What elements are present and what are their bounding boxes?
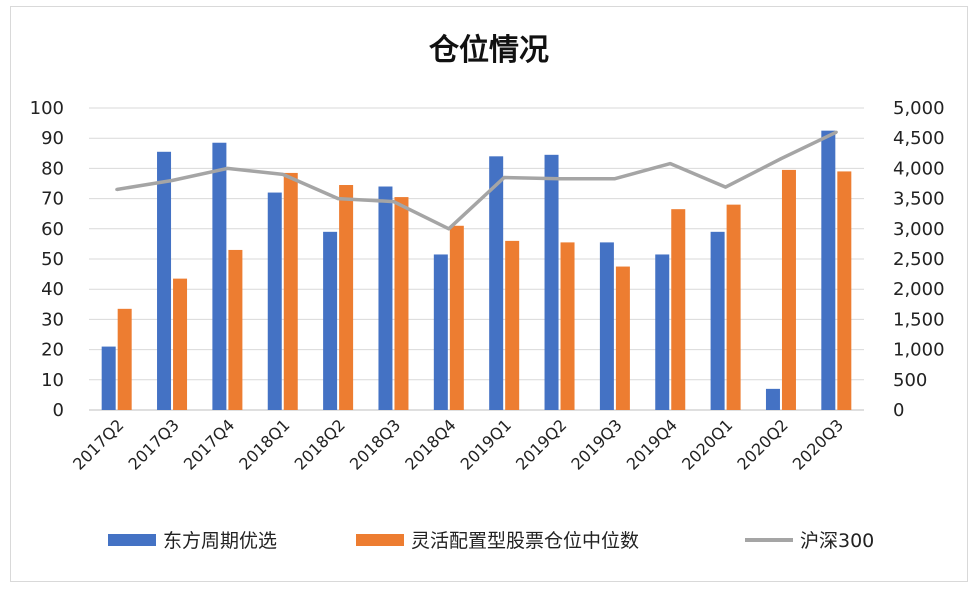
x-tick-label: 2020Q3 xyxy=(789,415,847,473)
legend-label: 沪深300 xyxy=(800,530,874,552)
bar-median-2017Q3 xyxy=(173,278,188,410)
bar-median-2018Q1 xyxy=(283,172,298,410)
line-point-2019Q3 xyxy=(613,177,617,181)
y-left-tick-label: 30 xyxy=(41,309,64,330)
bar-median-2019Q2 xyxy=(560,242,575,410)
bar-median-2019Q1 xyxy=(505,240,520,410)
bar-fund-2018Q1 xyxy=(267,192,282,410)
line-point-2017Q4 xyxy=(225,166,229,170)
bar-fund-2020Q3 xyxy=(821,130,836,410)
y-left-tick-label: 40 xyxy=(41,279,64,300)
y-right-tick-label: 4,000 xyxy=(893,158,945,179)
bar-fund-2018Q4 xyxy=(433,254,448,410)
bar-median-2019Q4 xyxy=(671,209,686,410)
bar-fund-2020Q2 xyxy=(765,388,780,410)
x-tick-label: 2019Q3 xyxy=(567,415,625,473)
x-tick-label: 2017Q2 xyxy=(69,415,127,473)
x-tick-label: 2018Q4 xyxy=(401,415,459,473)
x-tick-label: 2020Q1 xyxy=(678,415,736,473)
y-left-tick-label: 10 xyxy=(41,370,64,391)
bar-median-2018Q2 xyxy=(339,185,354,410)
bar-fund-2019Q3 xyxy=(599,242,614,410)
y-right-tick-label: 3,500 xyxy=(893,189,945,210)
bar-median-2020Q1 xyxy=(726,204,741,410)
x-tick-label: 2018Q3 xyxy=(346,415,404,473)
y-left-tick-label: 80 xyxy=(41,158,64,179)
legend-label: 灵活配置型股票仓位中位数 xyxy=(411,530,639,552)
y-right-tick-label: 1,500 xyxy=(893,309,945,330)
chart-title: 仓位情况 xyxy=(429,33,549,68)
bar-median-2017Q4 xyxy=(228,249,243,410)
line-point-2019Q1 xyxy=(502,175,506,179)
x-tick-label: 2017Q3 xyxy=(125,415,183,473)
bar-fund-2017Q4 xyxy=(212,142,227,411)
line-point-2018Q2 xyxy=(336,197,340,201)
bar-fund-2019Q1 xyxy=(489,156,504,410)
x-tick-label: 2017Q4 xyxy=(180,415,238,473)
y-right-tick-label: 2,500 xyxy=(893,249,945,270)
bar-fund-2018Q2 xyxy=(323,231,338,410)
bar-fund-2020Q1 xyxy=(710,231,725,410)
line-point-2020Q2 xyxy=(779,157,783,161)
bar-fund-2017Q2 xyxy=(101,346,116,410)
bar-fund-2019Q2 xyxy=(544,154,559,410)
y-right-tick-label: 5,000 xyxy=(893,98,945,119)
y-right-tick-label: 4,500 xyxy=(893,128,945,149)
x-tick-label: 2019Q1 xyxy=(457,415,515,473)
x-tick-label: 2018Q1 xyxy=(235,415,293,473)
x-tick-label: 2018Q2 xyxy=(291,415,349,473)
bar-fund-2017Q3 xyxy=(157,151,172,411)
line-point-2017Q2 xyxy=(115,188,119,192)
y-right-tick-label: 500 xyxy=(893,370,927,391)
legend-swatch-0 xyxy=(108,534,156,546)
line-point-2018Q1 xyxy=(281,172,285,176)
bar-median-2020Q3 xyxy=(837,171,852,410)
line-point-2018Q3 xyxy=(391,200,395,204)
y-left-tick-label: 90 xyxy=(41,128,64,149)
bar-fund-2019Q4 xyxy=(655,254,670,410)
bar-median-2018Q4 xyxy=(449,225,464,410)
line-point-2020Q3 xyxy=(834,130,838,134)
y-left-tick-label: 20 xyxy=(41,340,64,361)
x-tick-label: 2019Q2 xyxy=(512,415,570,473)
line-point-2020Q1 xyxy=(724,185,728,189)
y-right-tick-label: 3,000 xyxy=(893,219,945,240)
bar-median-2017Q2 xyxy=(117,308,132,410)
line-point-2018Q4 xyxy=(447,227,451,231)
y-right-tick-label: 0 xyxy=(893,400,904,421)
line-hs300 xyxy=(116,130,838,231)
bar-median-2018Q3 xyxy=(394,197,409,410)
x-tick-label: 2019Q4 xyxy=(623,415,681,473)
bar-median-2020Q2 xyxy=(781,169,796,410)
line-point-2019Q4 xyxy=(668,162,672,166)
x-tick-label: 2020Q2 xyxy=(733,415,791,473)
y-left-tick-label: 60 xyxy=(41,219,64,240)
y-right-tick-label: 1,000 xyxy=(893,340,945,361)
bar-median-2019Q3 xyxy=(615,266,630,410)
bar-fund-2018Q3 xyxy=(378,186,393,410)
y-left-tick-label: 50 xyxy=(41,249,64,270)
y-left-tick-label: 0 xyxy=(53,400,64,421)
y-left-tick-label: 70 xyxy=(41,189,64,210)
y-left-tick-label: 100 xyxy=(30,98,64,119)
legend-swatch-1 xyxy=(356,534,404,546)
line-point-2017Q3 xyxy=(170,178,174,182)
legend-label: 东方周期优选 xyxy=(163,530,277,552)
y-right-tick-label: 2,000 xyxy=(893,279,945,300)
line-point-2019Q2 xyxy=(558,177,562,181)
